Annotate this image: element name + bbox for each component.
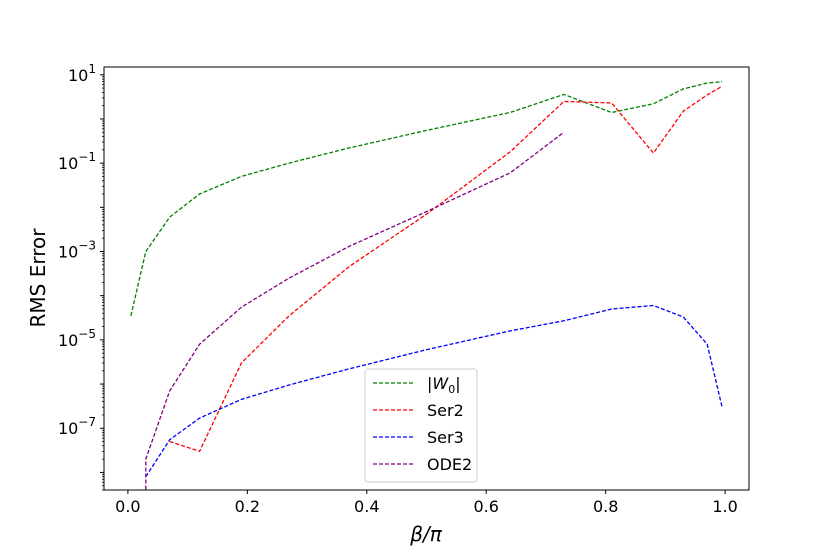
y-tick-exponent: −5 [78, 327, 96, 341]
x-tick-label: 0.6 [473, 497, 498, 516]
x-tick-label: 0.8 [593, 497, 618, 516]
y-tick-label: 10−5 [58, 327, 96, 350]
x-tick-label: 0.2 [235, 497, 260, 516]
y-tick-exponent: −1 [78, 150, 96, 164]
legend-label: Ser3 [427, 428, 464, 447]
plot-frame [103, 66, 750, 491]
series-layer [130, 80, 723, 490]
x-axis: 0.0 0.2 0.4 0.6 0.8 1.0 [115, 490, 738, 516]
legend-label: Ser2 [427, 401, 464, 420]
x-tick-label: 0.0 [115, 497, 140, 516]
legend: |W0| Ser2 Ser3 ODE2 [364, 368, 478, 483]
series-line-ser2 [169, 85, 723, 453]
y-tick-exponent: −3 [78, 239, 96, 253]
legend-label: |W0| [427, 374, 461, 396]
legend-label-tail: | [455, 374, 460, 393]
y-tick-label: 10−1 [58, 150, 96, 173]
y-axis-label: RMS Error [26, 228, 50, 328]
series-line-w0 [130, 80, 723, 316]
series-line-ode2 [145, 131, 565, 490]
y-tick-label: 10−3 [58, 239, 96, 262]
x-tick-label: 0.4 [354, 497, 379, 516]
legend-label-main: |W [427, 374, 449, 393]
x-tick-label: 1.0 [712, 497, 737, 516]
y-tick-base: 10 [58, 331, 78, 350]
y-tick-base: 10 [58, 243, 78, 262]
y-tick-exponent: 1 [88, 62, 96, 76]
y-tick-base: 10 [58, 419, 78, 438]
y-tick-label: 10−7 [58, 415, 96, 438]
y-tick-base: 10 [58, 154, 78, 173]
y-tick-exponent: −7 [78, 415, 96, 429]
series-line-ser3 [145, 304, 723, 478]
legend-box [364, 368, 478, 483]
y-tick-base: 10 [68, 66, 88, 85]
legend-label-subscript: 0 [448, 383, 455, 396]
y-tick-label: 101 [68, 62, 96, 85]
x-axis-label: β/π [409, 522, 443, 546]
legend-label: ODE2 [427, 455, 472, 474]
